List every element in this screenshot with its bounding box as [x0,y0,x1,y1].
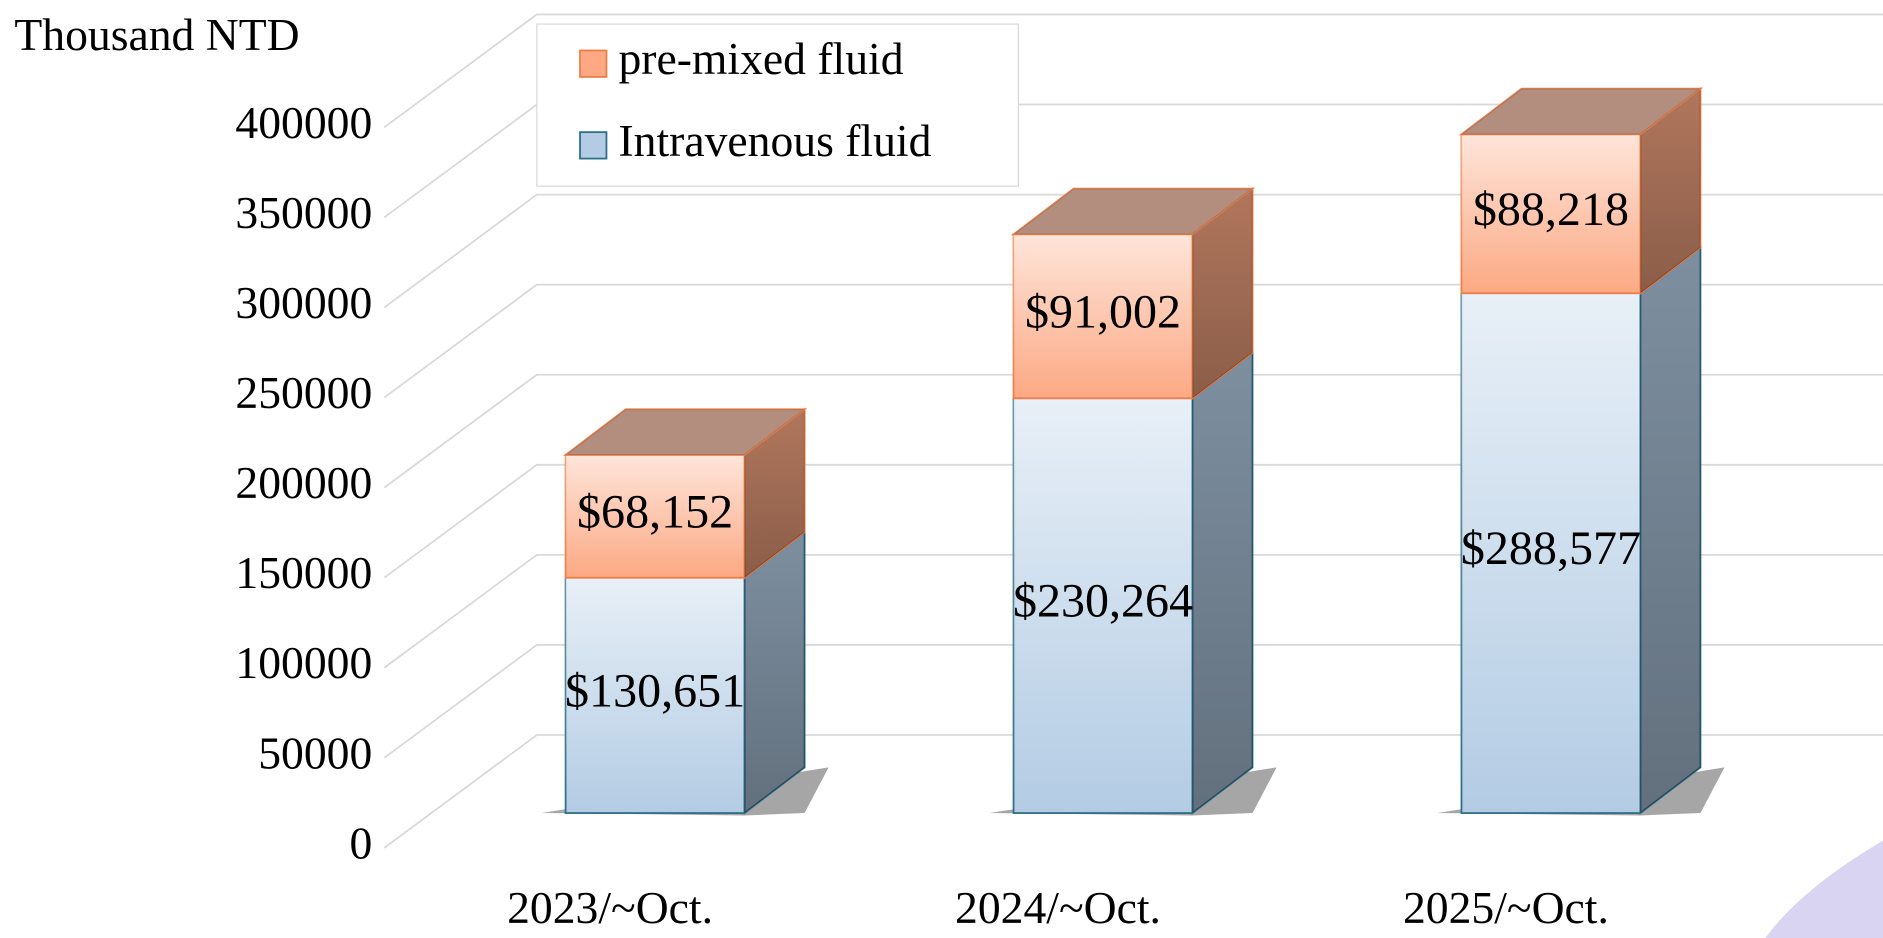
y-tick-label: 0 [349,817,372,868]
grid-line [383,13,1883,129]
bar-top [562,408,808,456]
data-label: $288,577 [1461,522,1641,575]
grid-line [383,644,1883,759]
bar-segment [1010,186,1256,401]
legend-swatch [579,131,608,160]
bar-segment [564,530,806,815]
bar-side-shade [744,409,805,578]
x-tick-label: 2023/~Oct. [507,882,713,933]
bar-top-shade [1461,88,1701,135]
bar-front-shade [1461,293,1641,814]
decoration [1765,840,1883,938]
bar-segment [1458,86,1704,296]
bar-front-shade [565,577,745,814]
y-tick-label: 400000 [235,97,372,148]
bar-segment [562,407,808,580]
x-tick-label: 2025/~Oct. [1403,882,1609,933]
bar-top [1458,87,1704,136]
bar-side-shade [1640,247,1701,814]
bar-front-shade [1013,398,1193,814]
bar-top-shade [565,409,805,455]
grid-line [383,283,1883,399]
y-tick-label: 100000 [235,637,372,688]
bar-side-shade [1192,188,1253,399]
bar-side-shade [1640,88,1701,294]
legend [536,23,1019,187]
y-tick-label: 300000 [235,277,372,328]
bar-front-shade [1461,134,1641,294]
grid-line [383,463,1883,579]
legend-swatch [579,49,608,78]
grid-line [383,373,1883,489]
data-label: $88,218 [1473,183,1629,236]
grid-line [383,553,1883,669]
data-label: $130,651 [565,664,745,717]
y-axis-label: Thousand NTD [14,9,299,60]
y-tick-label: 150000 [235,547,372,598]
data-label: $91,002 [1025,285,1181,338]
legend-label: Intravenous fluid [618,115,931,166]
data-label: $68,152 [577,485,733,538]
legend-label: pre-mixed fluid [618,33,903,84]
bar-top [1010,187,1256,236]
y-tick-label: 200000 [235,457,372,508]
bar-top-shade [1013,188,1253,235]
y-tick-label: 50000 [258,727,372,778]
bar-segment [1460,245,1702,815]
bar-front-shade [1013,234,1193,399]
data-label: $230,264 [1013,575,1193,628]
y-tick-label: 350000 [235,187,372,238]
grid-line [383,734,1883,849]
bar-side-shade [1192,352,1253,814]
bar-front-shade [565,454,745,578]
bar-side-shade [744,532,805,814]
grid-line [383,193,1883,309]
bar-segment [1012,350,1254,815]
y-tick-label: 250000 [235,367,372,418]
x-tick-label: 2024/~Oct. [955,882,1161,933]
